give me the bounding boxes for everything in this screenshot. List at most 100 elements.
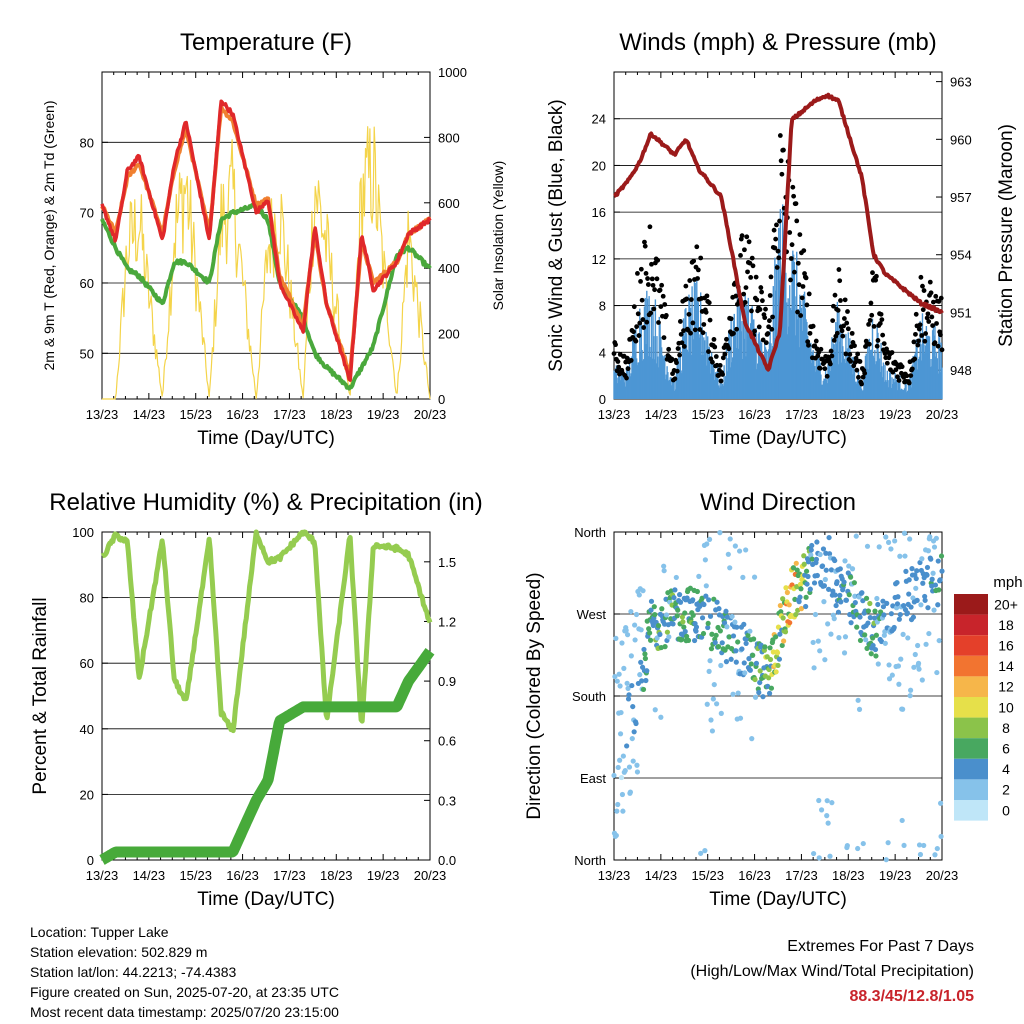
gust-point (772, 245, 778, 251)
direction-point (780, 615, 786, 621)
gust-point (768, 274, 774, 280)
gust-point (697, 327, 703, 332)
direction-point (745, 632, 751, 639)
gust-point (691, 258, 697, 264)
direction-point (925, 605, 931, 611)
gust-point (638, 279, 643, 284)
direction-point (640, 588, 646, 594)
direction-xtick-label: 14/23 (645, 868, 678, 883)
gust-point (855, 351, 861, 357)
direction-point (817, 551, 823, 558)
direction-point (837, 592, 843, 598)
direction-point (849, 566, 856, 572)
direction-point (624, 680, 630, 686)
direction-point (690, 612, 696, 618)
gust-point (875, 338, 881, 343)
direction-point (623, 627, 629, 633)
direction-point (901, 842, 907, 849)
gust-point (726, 346, 732, 352)
direction-point (902, 553, 908, 559)
direction-point (828, 631, 834, 637)
direction-point (892, 538, 898, 544)
direction-point (611, 772, 617, 779)
direction-point (616, 671, 622, 677)
direction-point (766, 675, 772, 681)
direction-point (831, 616, 837, 622)
gust-point (781, 147, 786, 153)
gust-point (767, 318, 772, 324)
gust-point (650, 282, 656, 288)
direction-point (639, 678, 645, 684)
gust-point (933, 293, 939, 299)
direction-title: Wind Direction (700, 489, 856, 516)
gust-point (733, 293, 739, 299)
direction-point (679, 636, 685, 642)
humidity-title: Relative Humidity (%) & Precipitation (i… (49, 489, 482, 516)
gust-point (749, 308, 754, 314)
direction-xtick-label: 15/23 (691, 868, 724, 883)
gust-point (912, 356, 918, 362)
gust-point (818, 346, 824, 352)
temp9m-line (100, 105, 432, 375)
gust-point (920, 307, 926, 313)
legend-label: 18 (998, 617, 1014, 633)
gust-point (896, 378, 902, 383)
gust-point (822, 366, 828, 372)
gust-point (713, 354, 719, 359)
gust-point (884, 360, 890, 366)
winds-xtick-label: 18/23 (832, 407, 865, 422)
direction-point (873, 632, 880, 638)
direction-point (757, 679, 763, 686)
gust-point (828, 348, 834, 354)
direction-point (936, 587, 942, 593)
direction-point (805, 573, 811, 580)
gust-point (639, 297, 645, 303)
direction-point (750, 652, 756, 658)
direction-point (784, 589, 790, 596)
direction-point (617, 757, 623, 763)
direction-point (826, 534, 832, 541)
gust-point (631, 329, 636, 335)
winds-xtick-label: 14/23 (645, 407, 678, 422)
direction-point (727, 536, 733, 542)
direction-point (922, 593, 928, 600)
legend-swatch (954, 655, 988, 677)
winds-pressure-chart: 13/23 14/23 15/23 16/23 17/23 18/23 19/23 20/23… (546, 29, 1017, 449)
legend-label: 0 (1002, 802, 1010, 818)
gust-point (830, 318, 836, 324)
gust-point (794, 218, 800, 224)
gust-point (935, 343, 941, 349)
direction-point (894, 601, 901, 607)
gust-point (688, 297, 694, 302)
direction-point (838, 599, 844, 605)
direction-point (886, 676, 893, 682)
gust-point (860, 374, 866, 380)
direction-point (797, 594, 803, 600)
direction-point (783, 585, 789, 591)
gust-point (742, 300, 748, 305)
direction-point (932, 852, 938, 858)
direction-point (846, 592, 852, 598)
temperature-xtick-label: 17/23 (273, 407, 306, 422)
direction-point (870, 642, 876, 649)
gust-point (633, 338, 639, 344)
direction-point (648, 598, 655, 604)
direction-point (762, 644, 768, 650)
direction-point (786, 602, 792, 608)
direction-point (690, 597, 696, 603)
direction-point (671, 595, 677, 601)
direction-point (910, 614, 917, 620)
gust-point (770, 314, 775, 320)
direction-point (889, 672, 895, 678)
direction-point (829, 800, 835, 806)
direction-point (874, 595, 880, 602)
winds-ytick-label: 12 (592, 252, 606, 267)
gust-point (660, 293, 666, 299)
created-text: Figure created on Sun, 2025-07-20, at 23… (30, 984, 339, 1000)
gust-point (767, 293, 773, 298)
direction-point (906, 591, 912, 597)
gust-point (765, 331, 771, 336)
direction-point (749, 736, 755, 742)
gust-point (817, 365, 823, 371)
winds-y2label: Station Pressure (Maroon) (996, 124, 1017, 347)
